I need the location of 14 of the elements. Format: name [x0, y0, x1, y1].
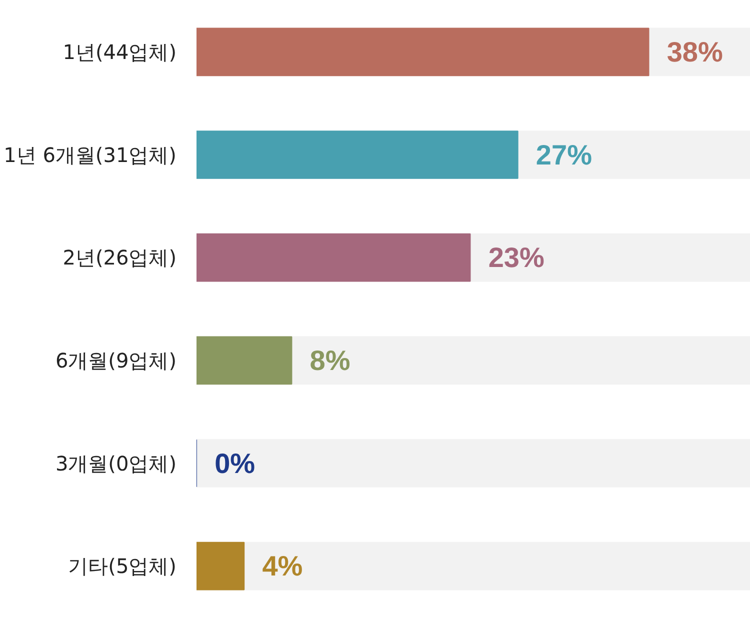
y-tick-label: 2년(26업체): [62, 246, 176, 270]
data-label: 8%: [310, 344, 350, 376]
data-label: 23%: [488, 242, 544, 274]
data-label: 27%: [536, 139, 592, 170]
y-tick-label: 1년(44업체): [62, 40, 176, 64]
bar: [196, 542, 245, 590]
bar: [196, 336, 292, 385]
y-tick-label: 기타(5업체): [68, 554, 177, 578]
y-tick-label: 6개월(9업체): [55, 348, 177, 372]
data-label: 0%: [214, 448, 256, 479]
y-tick-label: 1년 6개월(31업체): [4, 142, 177, 167]
y-tick-label: 3개월(0업체): [55, 451, 177, 476]
data-label: 38%: [666, 36, 723, 68]
data-label: 4%: [262, 550, 303, 582]
